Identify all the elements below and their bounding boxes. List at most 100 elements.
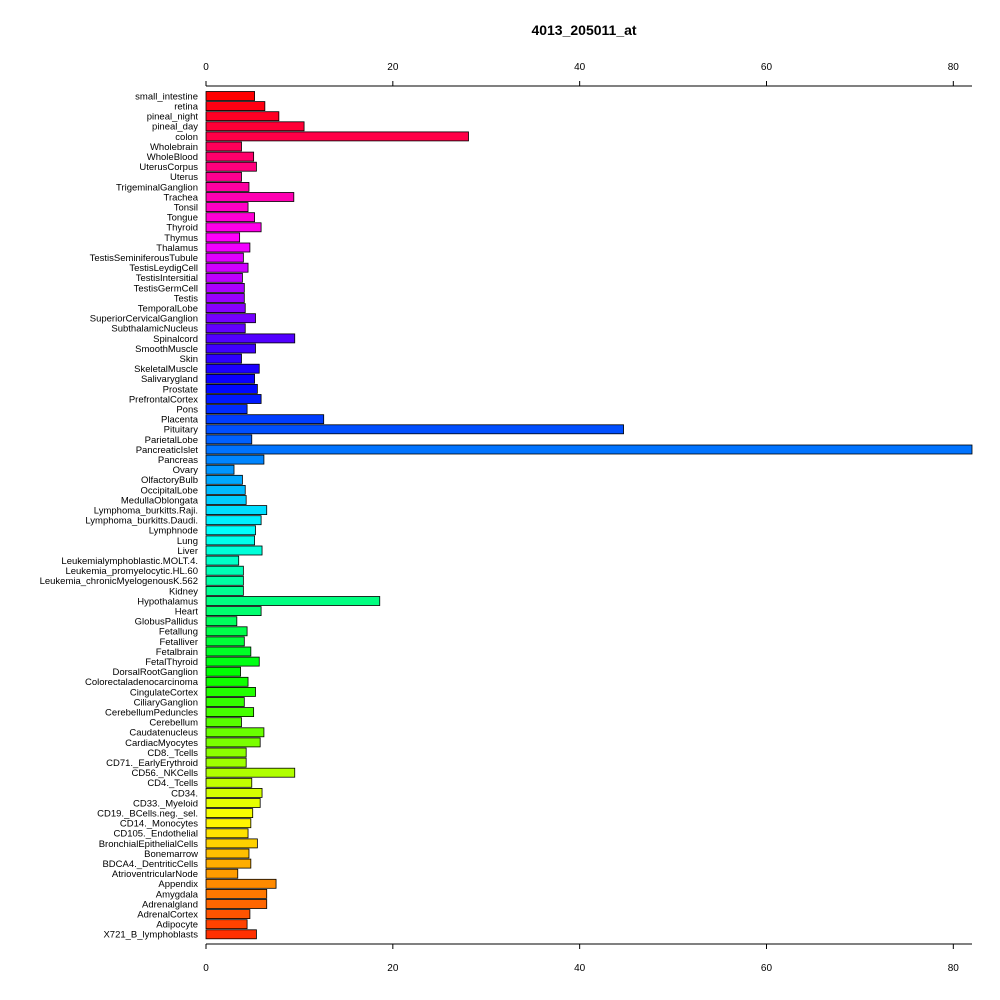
- category-label: TestisSeminiferousTubule: [90, 253, 198, 264]
- category-label: OccipitalLobe: [140, 485, 198, 496]
- bar: [205, 636, 245, 647]
- bar: [205, 121, 305, 132]
- bar: [205, 525, 256, 536]
- category-label: AtrioventricularNode: [112, 869, 198, 880]
- bar: [205, 171, 242, 182]
- category-label: Fetalbrain: [156, 647, 198, 658]
- bar: [205, 373, 255, 384]
- bar: [205, 656, 260, 667]
- category-labels: small_intestineretinapineal_nightpineal_…: [40, 91, 199, 940]
- bar: [205, 101, 266, 111]
- category-label: CD105._Endothelial: [113, 829, 198, 840]
- category-label: CD4._Tcells: [147, 778, 198, 789]
- category-label: WholeBlood: [147, 152, 198, 163]
- bar: [205, 596, 381, 606]
- bar: [205, 363, 260, 374]
- bar: [205, 222, 262, 233]
- bar: [205, 858, 252, 869]
- category-label: PrefrontalCortex: [129, 394, 198, 405]
- category-label: Tonsil: [174, 203, 198, 214]
- bar: [205, 878, 277, 889]
- bar: [205, 697, 245, 707]
- category-label: small_intestine: [135, 91, 198, 102]
- bar: [205, 616, 238, 627]
- x-tick-label: 0: [203, 963, 209, 974]
- bar: [205, 798, 261, 808]
- category-label: Caudatenucleus: [129, 728, 198, 739]
- bar: [205, 565, 244, 576]
- bar: [205, 474, 243, 485]
- category-label: Lymphoma_burkitts.Raji.: [94, 506, 198, 517]
- category-label: CiliaryGanglion: [134, 697, 198, 708]
- category-label: Placenta: [161, 415, 199, 426]
- bar: [205, 727, 265, 738]
- bar: [205, 838, 258, 849]
- x-tick-label: 20: [387, 963, 399, 974]
- bar: [205, 767, 296, 778]
- bar: [205, 757, 247, 768]
- bar: [205, 444, 973, 455]
- category-label: Lung: [177, 536, 198, 547]
- category-label: Ovary: [173, 465, 199, 476]
- category-label: CD56._NKCells: [131, 768, 198, 779]
- category-label: Salivarygland: [141, 374, 198, 385]
- category-label: SkeletalMuscle: [134, 364, 198, 375]
- x-tick-label: 40: [574, 62, 586, 73]
- bar: [205, 434, 253, 445]
- category-label: Appendix: [158, 879, 198, 890]
- category-label: TestisLeydigCell: [129, 263, 198, 274]
- bar: [205, 899, 268, 909]
- bar: [205, 454, 265, 465]
- category-label: Adipocyte: [156, 920, 198, 931]
- category-label: colon: [175, 132, 198, 143]
- bar: [205, 303, 246, 314]
- category-label: CingulateCortex: [130, 687, 198, 698]
- category-label: Colorectaladenocarcinoma: [85, 677, 199, 688]
- category-label: SuperiorCervicalGanglion: [90, 314, 198, 325]
- bar: [205, 818, 252, 829]
- bar: [205, 646, 252, 657]
- bar: [205, 929, 257, 940]
- bar: [205, 282, 245, 293]
- bar: [205, 424, 624, 435]
- x-tick-label: 80: [948, 62, 960, 73]
- bar: [205, 515, 262, 526]
- bar: [205, 353, 242, 364]
- category-label: GlobusPallidus: [135, 617, 199, 628]
- category-label: Cerebellum: [149, 718, 198, 729]
- bar: [205, 343, 256, 354]
- category-label: Adrenalgland: [142, 899, 198, 910]
- category-label: CD34.: [171, 788, 198, 799]
- x-tick-label: 80: [948, 963, 960, 974]
- category-label: Uterus: [170, 172, 198, 183]
- bar: [205, 889, 268, 899]
- category-label: CD71._EarlyErythroid: [106, 758, 198, 769]
- bar: [205, 333, 296, 344]
- category-label: Heart: [175, 607, 199, 618]
- bar: [205, 202, 249, 213]
- category-label: Leukemia_chronicMyelogenousK.562: [40, 576, 198, 587]
- x-tick-label: 20: [387, 62, 399, 73]
- category-label: BDCA4._DentriticCells: [102, 859, 198, 870]
- bar: [205, 151, 255, 162]
- bars: [205, 91, 973, 940]
- bar: [205, 919, 248, 930]
- bar: [205, 555, 240, 566]
- bar: [205, 717, 242, 728]
- bar: [205, 707, 255, 717]
- bar: [205, 575, 244, 586]
- category-label: PancreaticIslet: [136, 445, 199, 456]
- category-label: AdrenalCortex: [137, 910, 198, 921]
- category-label: CerebellumPeduncles: [105, 708, 198, 719]
- category-label: Pons: [176, 405, 198, 416]
- category-label: Amygdala: [156, 889, 199, 900]
- bar: [205, 131, 469, 142]
- category-label: Lymphnode: [149, 526, 198, 537]
- category-label: CD33._Myeloid: [133, 798, 198, 809]
- chart-title: 4013_205011_at: [531, 22, 636, 38]
- category-label: SmoothMuscle: [135, 344, 198, 355]
- bar: [205, 808, 254, 818]
- category-label: TrigeminalGanglion: [116, 182, 198, 193]
- category-label: X721_B_lymphoblasts: [103, 930, 198, 941]
